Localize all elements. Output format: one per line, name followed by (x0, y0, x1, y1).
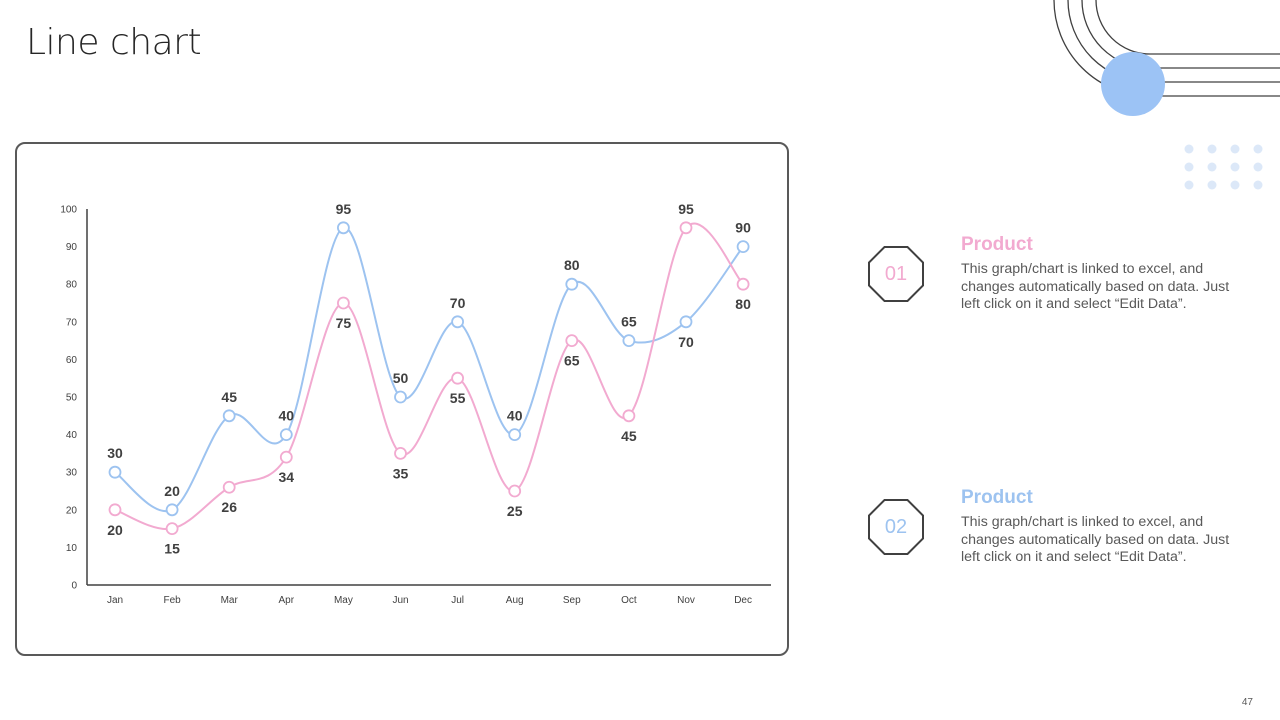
data-point-pink-feb (165, 522, 179, 535)
series-line-pink (114, 222, 744, 530)
data-label-pink-aug: 25 (507, 503, 523, 519)
x-tick-label-sep: Sep (563, 595, 581, 606)
octagon-badge-01 (868, 246, 924, 302)
product-title-01: Product (961, 234, 1033, 255)
data-point-pink-dec (736, 277, 750, 291)
line-chart[interactable]: 0 10 20 30 40 50 60 70 80 90 100 Jan Feb Mar Apr May Jun… (0, 0, 800, 670)
decorative-arcs (1053, 0, 1280, 190)
data-point-blue-aug (508, 428, 522, 442)
y-tick-label-40: 40 (66, 430, 78, 441)
x-tick-label-dec: Dec (734, 595, 752, 606)
decorative-dot-grid (1184, 144, 1263, 190)
y-tick-label-50: 50 (66, 393, 78, 404)
data-label-pink-may: 75 (336, 315, 352, 331)
badge-number-02: 02 (884, 516, 908, 538)
data-point-blue-jun (394, 390, 407, 404)
y-tick-label-20: 20 (66, 505, 78, 516)
data-point-pink-oct (622, 409, 636, 423)
data-point-blue-may (336, 221, 350, 235)
data-point-blue-feb (165, 503, 179, 517)
data-point-blue-jul (451, 315, 465, 329)
y-tick-label-90: 90 (66, 242, 78, 253)
data-point-blue-apr (279, 428, 293, 442)
data-point-blue-nov (679, 315, 693, 329)
data-point-pink-jan (108, 503, 122, 517)
data-label-pink-nov: 95 (678, 201, 694, 217)
data-point-pink-sep (565, 334, 579, 348)
data-point-pink-aug (508, 484, 522, 498)
data-label-blue-sep: 80 (564, 257, 580, 273)
data-label-blue-feb: 20 (164, 483, 180, 499)
data-label-pink-feb: 15 (164, 541, 180, 557)
series-line-blue (114, 226, 744, 513)
x-tick-label-jul: Jul (451, 595, 464, 606)
decorative-circle (1101, 52, 1165, 116)
y-tick-label-10: 10 (66, 543, 78, 554)
x-tick-label-jan: Jan (107, 595, 123, 606)
page-title: Line chart (26, 22, 202, 63)
data-label-pink-jun: 35 (393, 465, 409, 481)
data-label-pink-mar: 26 (221, 499, 237, 515)
data-point-pink-jul (451, 371, 465, 385)
data-label-blue-may: 95 (336, 201, 352, 217)
x-tick-label-nov: Nov (677, 595, 695, 606)
x-tick-label-mar: Mar (221, 595, 239, 606)
data-label-pink-sep: 65 (564, 353, 580, 369)
data-label-pink-dec: 80 (735, 296, 751, 312)
y-tick-label-30: 30 (66, 468, 78, 479)
data-point-pink-apr (279, 450, 293, 464)
x-tick-label-may: May (334, 595, 353, 606)
x-tick-label-feb: Feb (163, 595, 181, 606)
y-tick-label-70: 70 (66, 317, 78, 328)
data-label-blue-dec: 90 (735, 220, 751, 236)
data-label-blue-mar: 45 (221, 389, 237, 405)
data-point-blue-oct (622, 334, 636, 348)
data-point-pink-nov (679, 221, 693, 235)
data-point-pink-jun (394, 446, 407, 460)
data-label-blue-jan: 30 (107, 445, 123, 461)
data-label-pink-oct: 45 (621, 428, 637, 444)
octagon-badge-02 (868, 499, 924, 555)
data-label-blue-aug: 40 (507, 408, 523, 424)
chart-frame (15, 142, 789, 656)
product-title-02: Product (961, 487, 1033, 508)
x-tick-label-oct: Oct (621, 595, 637, 606)
product-description-01: This graph/chart is linked to excel, and… (961, 261, 1230, 312)
x-tick-label-apr: Apr (279, 595, 295, 606)
badge-number-01: 01 (884, 263, 908, 285)
data-point-blue-dec (736, 240, 750, 254)
y-tick-label-80: 80 (66, 280, 78, 291)
data-label-blue-nov: 70 (678, 334, 694, 350)
data-point-blue-mar (222, 409, 236, 423)
x-tick-label-jun: Jun (392, 595, 408, 606)
data-label-blue-jul: 70 (450, 295, 466, 311)
data-label-pink-apr: 34 (279, 469, 295, 485)
product-description-02: This graph/chart is linked to excel, and… (961, 514, 1230, 565)
data-label-pink-jul: 55 (450, 390, 466, 406)
data-point-pink-mar (222, 480, 236, 494)
data-label-blue-apr: 40 (279, 408, 295, 424)
data-point-blue-jan (108, 465, 122, 479)
data-label-blue-jun: 50 (393, 370, 409, 386)
y-tick-label-60: 60 (66, 355, 78, 366)
data-label-blue-oct: 65 (621, 314, 637, 330)
data-point-blue-sep (565, 277, 579, 291)
data-point-pink-may (336, 296, 350, 310)
y-tick-label-100: 100 (60, 205, 77, 216)
y-tick-label-0: 0 (71, 581, 77, 592)
data-label-pink-jan: 20 (107, 522, 123, 538)
x-tick-label-aug: Aug (506, 595, 524, 606)
page-number: 47 (1241, 697, 1253, 708)
